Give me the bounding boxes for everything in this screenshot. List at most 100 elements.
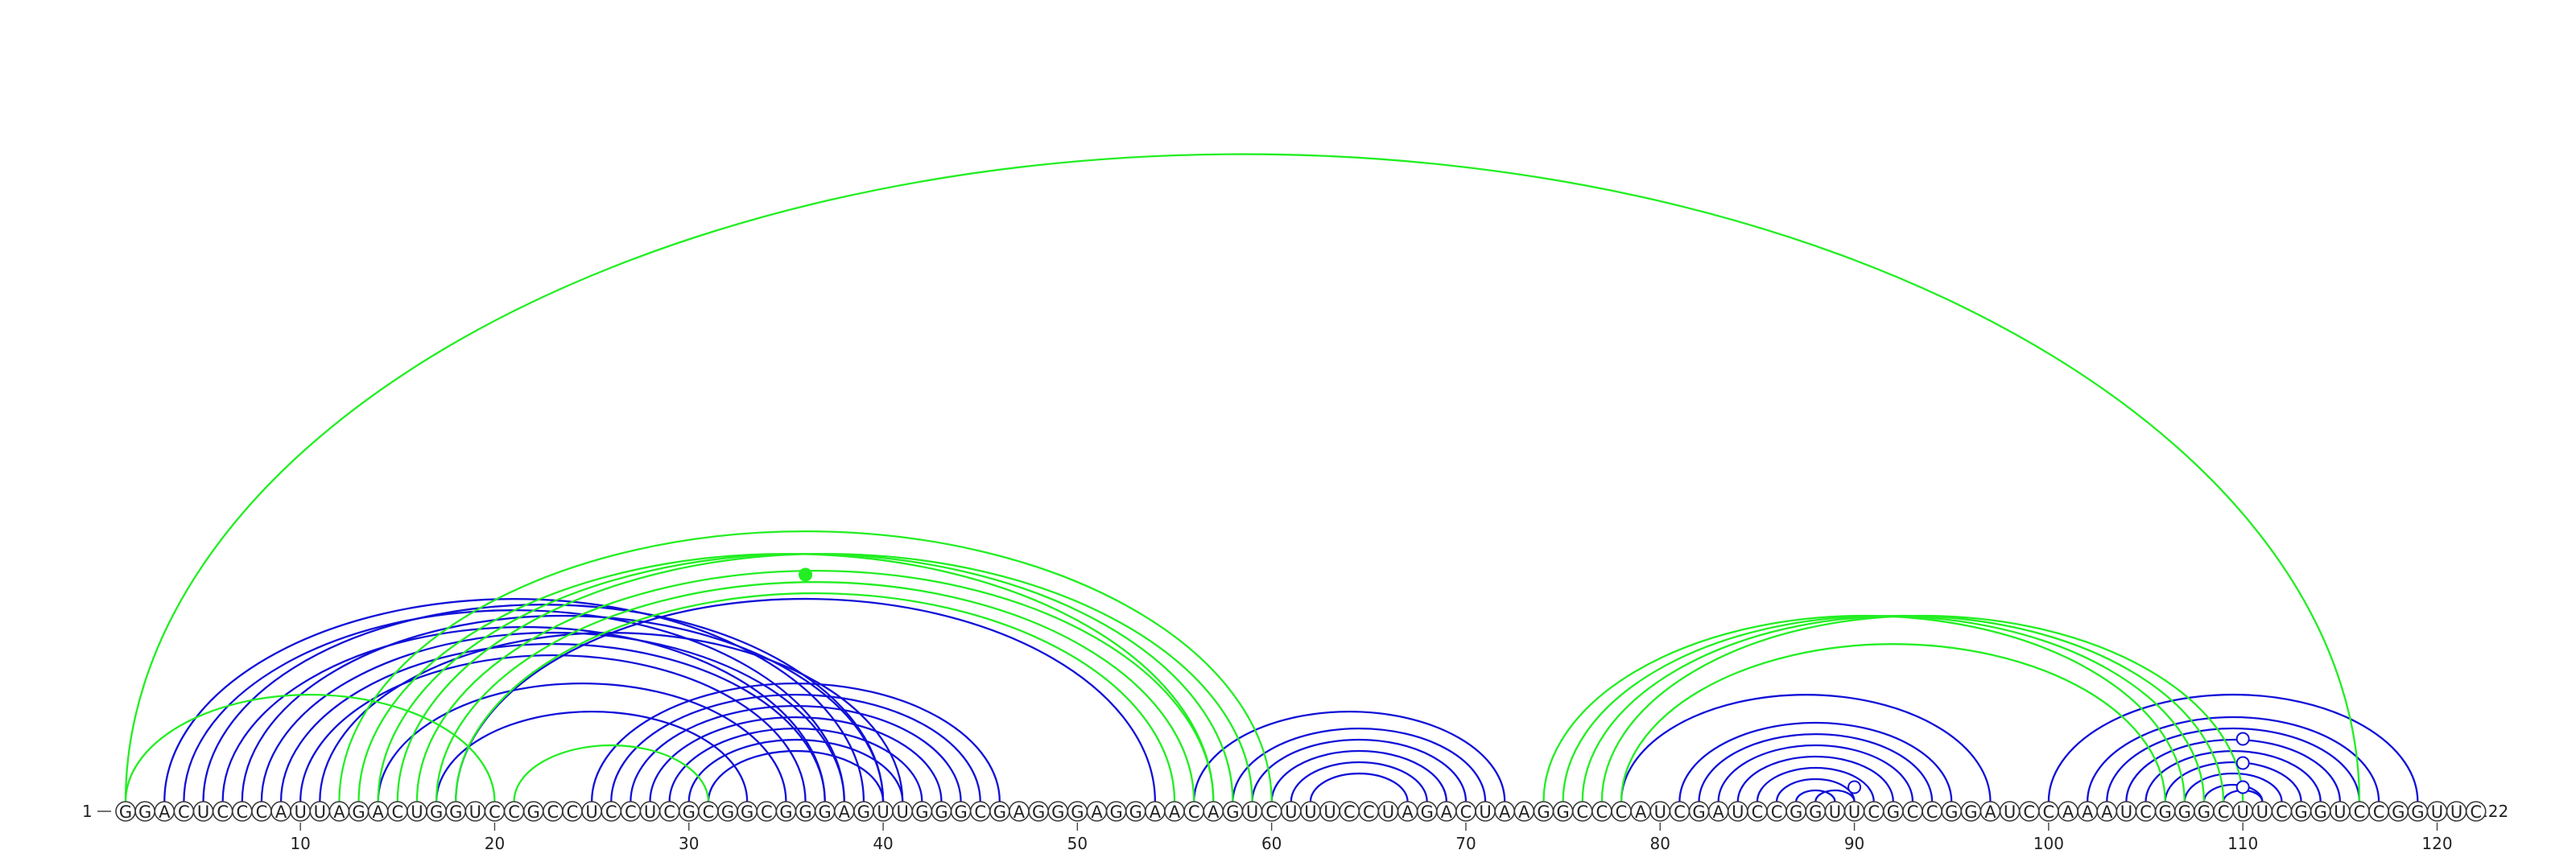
nucleotide-87: G (1785, 801, 1806, 822)
nucleotide-letter: U (197, 802, 209, 822)
nucleotide-30: G (678, 801, 700, 822)
blue-arc-23 (1290, 761, 1428, 802)
nucleotide-letter: G (1071, 802, 1084, 822)
nucleotide-74: G (1533, 801, 1554, 822)
nucleotide-108: G (2194, 801, 2215, 822)
green-arc-0 (124, 153, 2361, 802)
nucleotide-letter: G (2392, 802, 2405, 822)
blue-arc-18 (707, 749, 885, 802)
nucleotide-50: G (1067, 801, 1088, 822)
nucleotide-31: C (698, 801, 719, 822)
marker-dot-3 (2235, 756, 2250, 770)
nucleotide-letter: C (703, 802, 715, 822)
nucleotide-letter: G (527, 802, 540, 822)
nucleotide-letter: C (1596, 802, 1608, 822)
nucleotide-60: C (1261, 801, 1282, 822)
nucleotide-letter: U (2236, 802, 2248, 822)
nucleotide-letter: G (954, 802, 967, 822)
nucleotide-letter: G (1964, 802, 1977, 822)
nucleotide-letter: U (585, 802, 597, 822)
nucleotide-106: G (2154, 801, 2176, 822)
blue-arc-13 (610, 693, 981, 802)
nucleotide-91: C (1863, 801, 1885, 822)
blue-arc-19 (1193, 710, 1506, 802)
nucleotide-letter: U (1654, 802, 1666, 822)
nucleotide-78: C (1611, 801, 1632, 822)
nucleotide-81: C (1669, 801, 1690, 822)
position-axis: 10 20 30 40 50 60 70 80 90 100 110 120 (290, 823, 2453, 853)
green-arc-7 (415, 569, 1215, 802)
blue-arc-35 (2047, 693, 2419, 802)
nucleotide-15: C (387, 801, 408, 822)
nucleotide-letter: G (1887, 802, 1900, 822)
blue-arc-0 (163, 597, 865, 802)
nucleotide-107: G (2174, 801, 2195, 822)
nucleotide-71: U (1475, 801, 1496, 822)
nucleotide-letter: G (430, 802, 443, 822)
nucleotide-115: U (2330, 801, 2351, 822)
nucleotide-letter: U (294, 802, 306, 822)
nucleotide-20: C (484, 801, 506, 822)
nucleotide-11: U (309, 801, 331, 822)
tick-label-50: 50 (1067, 834, 1088, 853)
nucleotide-letter: A (333, 802, 345, 822)
nucleotide-121: U (2446, 801, 2467, 822)
nucleotide-45: C (969, 801, 991, 822)
nucleotide-letter: G (1945, 802, 1958, 822)
nucleotide-111: U (2252, 801, 2273, 822)
nucleotide-68: G (1416, 801, 1438, 822)
unpaired-markers (799, 567, 2250, 794)
nucleotide-23: C (543, 801, 564, 822)
nucleotide-12: A (328, 801, 350, 822)
nucleotide-letter: G (935, 802, 947, 822)
blue-arc-22 (1270, 749, 1447, 802)
nucleotide-letter: C (2470, 802, 2482, 822)
nucleotide-24: C (562, 801, 583, 822)
nucleotide-letter: G (119, 802, 132, 822)
nucleotide-letter: U (1246, 802, 1258, 822)
nucleotide-letter: A (1518, 802, 1530, 822)
nucleotide-letter: C (1460, 802, 1472, 822)
nucleotide-25: U (581, 801, 602, 822)
nucleotide-letter: U (1323, 802, 1335, 822)
nucleotide-65: C (1358, 801, 1380, 822)
nucleotide-letter: U (2256, 802, 2268, 822)
blue-arc-28 (1717, 744, 1914, 802)
nucleotide-36: G (795, 801, 816, 822)
nucleotide-48: G (1028, 801, 1049, 822)
nucleotide-letter: A (2062, 802, 2074, 822)
nucleotide-letter: U (411, 802, 423, 822)
nucleotide-letter: G (138, 802, 151, 822)
tick-label-30: 30 (679, 834, 699, 853)
marker-dot-1 (1847, 780, 1862, 794)
nucleotide-letter: U (469, 802, 481, 822)
blue-arc-26 (1678, 721, 1953, 802)
nucleotide-26: C (601, 801, 622, 822)
blue-arc-40 (2164, 761, 2302, 802)
tick-label-60: 60 (1261, 834, 1282, 853)
blue-arc-36 (2086, 716, 2380, 802)
nucleotide-114: G (2310, 801, 2331, 822)
nucleotide-letter: A (1441, 802, 1453, 822)
nucleotide-8: C (251, 801, 272, 822)
nucleotide-46: G (989, 801, 1010, 822)
blue-arc-7 (299, 654, 807, 802)
nucleotide-letter: A (1150, 802, 1162, 822)
blue-arc-42 (2202, 783, 2264, 802)
nucleotide-6: C (212, 801, 233, 822)
nucleotide-letter: G (1129, 802, 1142, 822)
nucleotide-58: G (1222, 801, 1244, 822)
nucleotide-63: U (1319, 801, 1340, 822)
nucleotide-letter: U (1848, 802, 1860, 822)
nucleotide-letter: C (663, 802, 675, 822)
nucleotide-letter: G (1809, 802, 1822, 822)
nucleotide-32: G (717, 801, 738, 822)
tick-label-100: 100 (2033, 834, 2064, 853)
nucleotide-letter: G (1692, 802, 1705, 822)
nucleotide-102: A (2077, 801, 2098, 822)
nucleotide-94: C (1922, 801, 1942, 822)
nucleotide-41: U (892, 801, 913, 822)
nucleotide-77: C (1591, 801, 1612, 822)
nucleotide-43: G (931, 801, 952, 822)
nucleotide-letter: G (741, 802, 753, 822)
